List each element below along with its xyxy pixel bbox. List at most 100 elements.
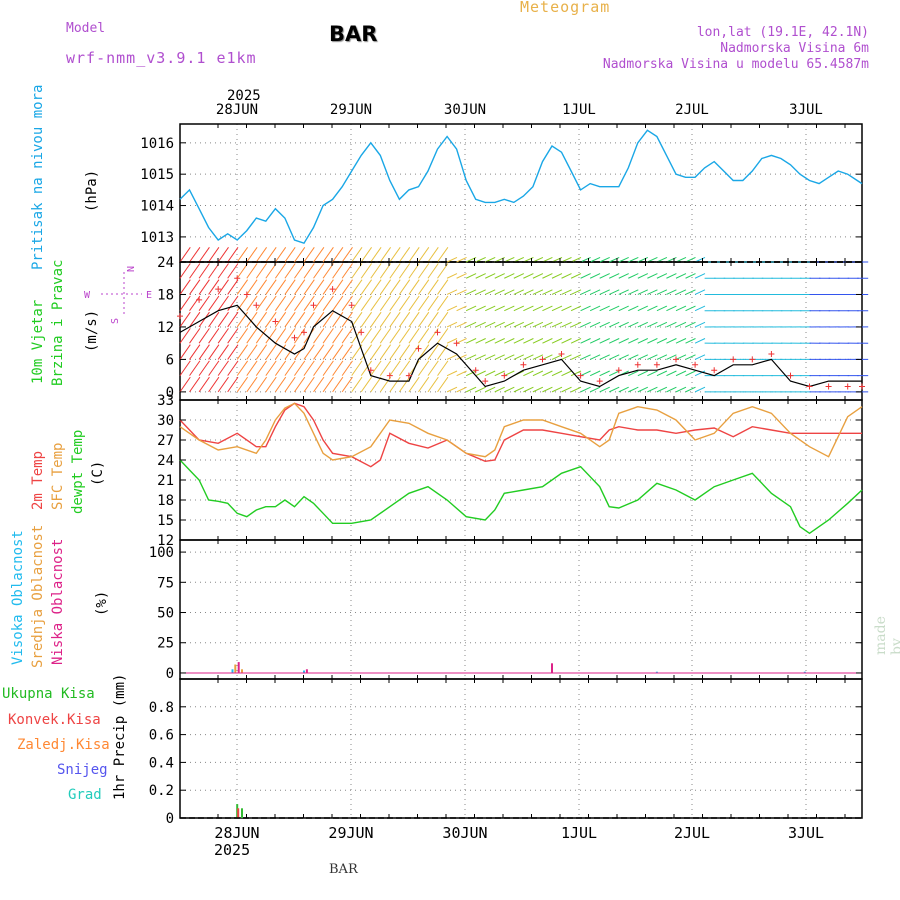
wind-barb — [561, 305, 572, 312]
wind-barb — [303, 279, 315, 295]
wind-barb — [341, 263, 353, 279]
elevation-label: Nadmorska Visina 6m — [720, 41, 869, 56]
wind-barb — [360, 344, 373, 360]
wind-gust-marker — [301, 329, 307, 336]
bar-0 — [655, 671, 658, 673]
panel-frame — [179, 261, 863, 401]
wind-barb — [446, 256, 458, 263]
wind-barb — [589, 305, 601, 312]
wind-barb — [255, 295, 268, 311]
wind-barb — [284, 328, 296, 344]
wind-barb — [656, 256, 668, 263]
wind-barb — [551, 370, 563, 377]
wind-barb — [351, 279, 363, 295]
bottom-station-label: BAR — [329, 862, 358, 877]
wind-barb — [504, 370, 515, 377]
wind-barb — [294, 311, 306, 328]
wind-barb — [179, 263, 191, 279]
wind-barb — [609, 289, 620, 295]
wind-barb — [322, 328, 334, 344]
top-day-label: 30JUN — [444, 102, 486, 118]
wind-barb — [504, 256, 515, 263]
wind-barb — [656, 338, 668, 344]
wind-barb — [628, 273, 639, 279]
wind-barb — [370, 279, 382, 295]
wind-barb — [570, 289, 582, 295]
wind-barb — [599, 273, 610, 279]
wind-barb — [513, 305, 525, 312]
wind-barb — [475, 386, 486, 393]
wind-barb — [351, 311, 363, 328]
wind-barb — [332, 344, 344, 360]
wind-barb — [294, 279, 306, 295]
wind-barb — [389, 328, 401, 344]
wind-barb — [456, 321, 467, 328]
wind-barb — [599, 321, 610, 328]
wind-barb — [456, 256, 467, 263]
wind-barb — [236, 328, 249, 344]
y-tick-label: 1014 — [140, 199, 174, 215]
wind-barb — [666, 354, 677, 360]
wind-barb — [227, 279, 239, 295]
wind-barb — [360, 279, 373, 295]
wind-barb — [274, 311, 287, 328]
wind-barb — [656, 321, 668, 328]
wind-barb — [456, 305, 467, 312]
wind-barb — [437, 279, 449, 295]
wind-gust-marker — [434, 329, 441, 336]
wind-barb — [647, 354, 658, 360]
wind-gust-marker — [730, 356, 737, 363]
wind-barb — [379, 295, 392, 311]
wind-barb — [179, 295, 191, 311]
wind-barb — [694, 256, 706, 263]
wind-barb — [685, 273, 696, 279]
wind-barb — [227, 247, 239, 263]
wind-barb — [418, 360, 430, 376]
wind-barb — [589, 321, 601, 328]
wind-barb — [570, 321, 582, 328]
top-day-label: 1JUL — [562, 102, 596, 118]
wind-barb — [379, 279, 392, 295]
wind-barb — [389, 279, 401, 295]
wind-barb — [523, 321, 534, 328]
wind-barb — [398, 311, 411, 328]
y-tick-label: 0 — [166, 385, 174, 401]
wind-barb — [189, 247, 201, 263]
wind-barb — [694, 354, 706, 360]
wind-barb — [599, 338, 610, 344]
wind-barb — [485, 338, 496, 344]
wind-barb — [236, 247, 249, 263]
top-year-label: 2025 — [227, 88, 261, 104]
wind-barb — [475, 273, 486, 279]
wind-barb — [360, 328, 373, 344]
wind-barb — [189, 263, 201, 279]
wind-barb — [494, 305, 505, 312]
wind-barb — [532, 256, 544, 263]
y-tick-label: 0.6 — [149, 728, 174, 744]
wind-barb — [485, 256, 496, 263]
y-tick-label: 1013 — [140, 230, 174, 246]
wind-barb — [685, 321, 696, 328]
wind-barb — [398, 360, 411, 376]
wind-barb — [475, 370, 486, 377]
credit-text: made by Angel — [873, 616, 900, 655]
wind-gust-marker — [291, 334, 298, 341]
wind-barb — [675, 273, 687, 279]
wind-barb — [408, 295, 420, 311]
bar-2 — [237, 662, 240, 673]
wind-barb — [589, 273, 601, 279]
wind-barb — [494, 321, 505, 328]
y-tick-label: 25 — [157, 636, 174, 652]
wind-barb — [303, 311, 315, 328]
wind-barb — [389, 295, 401, 311]
wind-barb — [542, 305, 553, 312]
wind-label-1: 10m Vjetar — [30, 300, 46, 384]
wind-barb — [570, 305, 582, 312]
wind-barb — [246, 360, 258, 376]
wind-barb — [675, 289, 687, 295]
bar-2 — [305, 669, 308, 673]
wind-gust-marker — [673, 356, 679, 363]
wind-barb — [485, 354, 496, 360]
wind-barb — [456, 273, 467, 279]
wind-barb — [370, 344, 382, 360]
